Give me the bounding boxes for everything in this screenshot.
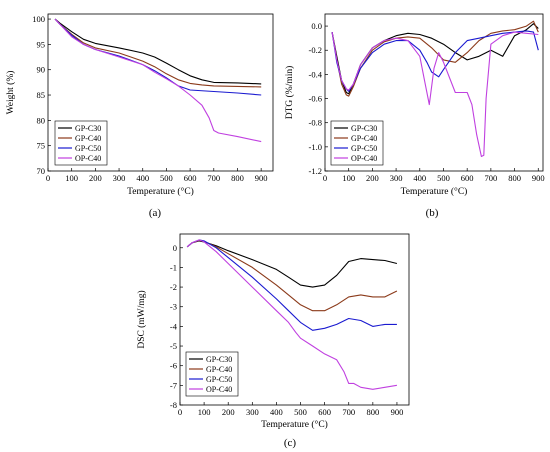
x-tick-label: 900: [255, 173, 268, 183]
y-tick-label: -1.0: [309, 142, 322, 152]
legend-entry: GP-C30: [206, 355, 232, 364]
y-axis-label: Weight (%): [5, 71, 16, 115]
y-tick-label: 100: [32, 14, 45, 24]
legend-entry: GP-C40: [75, 134, 101, 143]
y-tick-label: -0.2: [309, 45, 322, 55]
y-tick-label: -4: [170, 321, 178, 331]
y-tick-label: -5: [170, 341, 177, 351]
plot-frame: [324, 13, 544, 172]
chart-b-dtg: 0 100 200 300 400 500 600 700 800 900 0.0 -0.2 -0.4 -…: [284, 13, 545, 197]
y-tick-label: -6: [170, 361, 177, 371]
y-tick-label: -1: [170, 262, 177, 272]
y-tick-label: 0.0: [311, 21, 322, 31]
legend-entry: GP-C30: [351, 124, 377, 133]
x-tick-label: 400: [136, 173, 149, 183]
x-tick-label: 300: [390, 173, 403, 183]
chart-c-dsc: 0 100 200 300 400 500 600 700 800 900 0 -1 -2 -3 -4 -5 -…: [136, 233, 410, 430]
x-tick-label: 400: [413, 173, 426, 183]
x-tick-label: 900: [532, 173, 545, 183]
x-tick-label: 100: [342, 173, 355, 183]
x-tick-label: 0: [323, 173, 327, 183]
x-tick-label: 800: [508, 173, 521, 183]
x-tick-label: 800: [231, 173, 244, 183]
chart-a-weight: 0 100 200 300 400 500 600 700 800 900 70 75 80 85 90 95…: [5, 13, 274, 197]
series-line-gp-c50: [331, 30, 539, 92]
x-tick-label: 500: [294, 407, 307, 417]
x-tick-label: 700: [207, 173, 220, 183]
x-tick-label: 100: [65, 173, 78, 183]
panel-label-b: (b): [426, 207, 439, 219]
x-tick-label: 600: [184, 173, 197, 183]
y-tick-label: -0.4: [309, 69, 323, 79]
x-tick-label: 700: [342, 407, 355, 417]
y-tick-label: -7: [170, 380, 177, 390]
y-tick-label: -2: [170, 282, 177, 292]
legend-entry: OP-C40: [75, 154, 101, 163]
legend-entry: OP-C40: [351, 154, 377, 163]
x-tick-label: 200: [222, 407, 235, 417]
x-tick-label: 400: [270, 407, 283, 417]
y-tick-label: -1.2: [309, 166, 322, 176]
series-line-gp-c30: [331, 23, 539, 95]
y-axis-label: DTG (%/min): [284, 66, 295, 120]
series-line-op-c40: [54, 18, 262, 143]
legend-entry: GP-C40: [351, 134, 377, 143]
y-tick-label: 90: [37, 65, 46, 75]
x-tick-label: 0: [178, 407, 182, 417]
legend-entry: GP-C30: [75, 124, 101, 133]
x-tick-label: 900: [391, 407, 404, 417]
series-line-gp-c50: [186, 239, 397, 331]
y-tick-label: -0.6: [309, 94, 322, 104]
x-tick-label: 800: [366, 407, 379, 417]
series-line-gp-c30: [54, 18, 262, 85]
y-tick-label: 95: [37, 39, 46, 49]
panel-label-c: (c): [284, 437, 297, 449]
panel-label-a: (a): [149, 207, 162, 219]
y-tick-label: -8: [170, 400, 177, 410]
y-tick-label: 85: [37, 90, 46, 100]
y-tick-label: -0.8: [309, 118, 322, 128]
x-tick-label: 300: [113, 173, 126, 183]
x-tick-label: 700: [484, 173, 497, 183]
y-axis-label: DSC (mW/mg): [136, 290, 147, 348]
x-axis-label: Temperature (°C): [127, 186, 194, 197]
x-tick-label: 600: [461, 173, 474, 183]
y-tick-label: -3: [170, 302, 177, 312]
plot-frame: [47, 13, 274, 172]
x-tick-label: 300: [246, 407, 259, 417]
plot-frame: [179, 233, 410, 406]
x-tick-label: 500: [437, 173, 450, 183]
series-line-gp-c40: [186, 239, 398, 312]
x-tick-label: 600: [318, 407, 331, 417]
series-line-gp-c50: [54, 18, 262, 96]
series-line-gp-c40: [331, 20, 539, 97]
x-tick-label: 100: [198, 407, 211, 417]
y-tick-label: 80: [37, 115, 46, 125]
x-tick-label: 200: [89, 173, 102, 183]
series-line-op-c40: [331, 31, 539, 158]
x-tick-label: 500: [160, 173, 173, 183]
x-axis-label: Temperature (°C): [261, 419, 328, 430]
x-tick-label: 200: [366, 173, 379, 183]
series-line-op-c40: [186, 239, 397, 390]
x-axis-label: Temperature (°C): [401, 186, 468, 197]
series-line-gp-c40: [54, 18, 262, 88]
x-tick-label: 0: [46, 173, 50, 183]
y-tick-label: 75: [37, 141, 46, 151]
legend-entry: GP-C40: [206, 365, 232, 374]
legend-entry: GP-C50: [351, 144, 377, 153]
legend-entry: OP-C40: [206, 385, 232, 394]
legend-entry: GP-C50: [206, 375, 232, 384]
y-tick-label: 0: [173, 243, 177, 253]
y-tick-label: 70: [37, 166, 46, 176]
legend-entry: GP-C50: [75, 144, 101, 153]
